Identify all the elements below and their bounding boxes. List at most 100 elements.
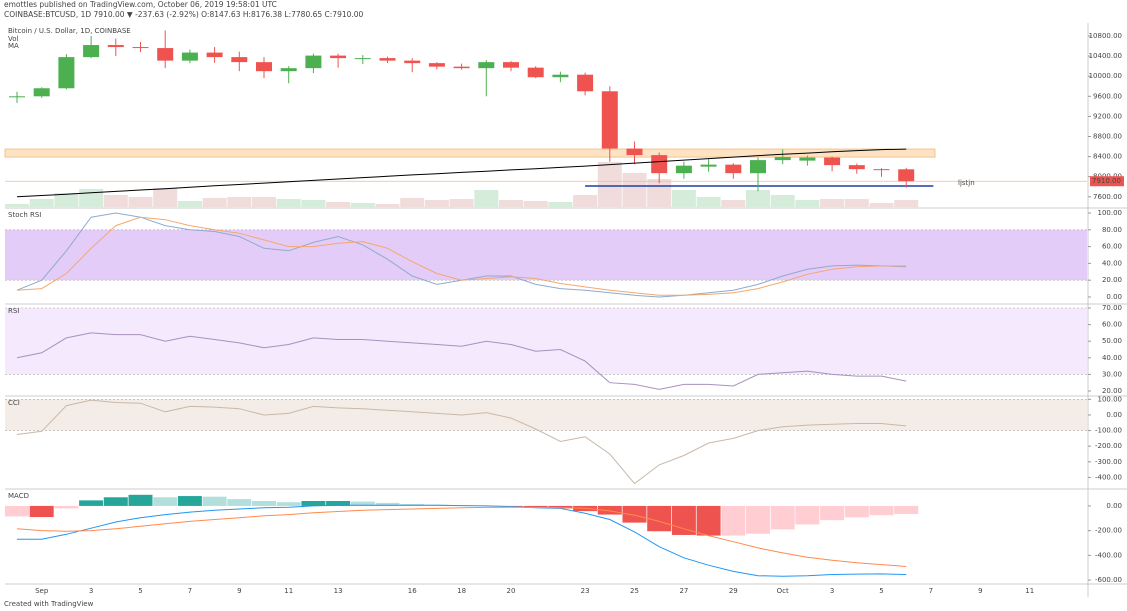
last-price-label: 7910.00 <box>1092 177 1121 185</box>
histogram-bar <box>202 496 227 506</box>
histogram-bar <box>746 505 770 534</box>
x-tick-label: 23 <box>581 587 590 595</box>
candle-body <box>181 52 198 61</box>
histogram-bar <box>647 505 672 532</box>
candle-body <box>577 74 594 92</box>
publisher: emottles published on TradingView.com, O… <box>4 0 277 9</box>
y-tick-label: -400.00 <box>1095 551 1122 559</box>
candle-body <box>601 91 618 149</box>
candle-body <box>231 57 248 63</box>
histogram-bar <box>671 505 696 535</box>
volume-bar <box>153 188 178 207</box>
histogram-bar <box>252 500 276 506</box>
histogram-bar <box>696 505 721 536</box>
y-tick-label: 0.00 <box>1106 502 1122 510</box>
candle-body <box>107 45 124 48</box>
volume-bar <box>597 162 622 207</box>
volume-bar <box>350 203 375 207</box>
volume-bar <box>29 199 54 207</box>
panel-title: RSI <box>8 307 19 315</box>
histogram-bar <box>894 505 919 514</box>
band <box>5 229 1087 281</box>
histogram-bar <box>721 505 746 536</box>
candle-body <box>824 157 841 166</box>
volume-bar <box>820 199 845 207</box>
y-tick-label: 0.00 <box>1106 411 1122 419</box>
band <box>5 307 1087 375</box>
volume-bar <box>647 179 672 207</box>
x-tick-label: 9 <box>978 587 982 595</box>
candle-body <box>453 66 470 69</box>
candle-body <box>428 63 445 67</box>
band <box>5 399 1087 431</box>
volume-bar <box>424 200 449 207</box>
candle-body <box>873 169 890 171</box>
histogram-bar <box>622 505 647 523</box>
volume-bar <box>5 204 29 207</box>
histogram-bar <box>523 505 548 508</box>
volume-bar <box>252 197 276 207</box>
volume-bar <box>622 173 647 207</box>
candle-body <box>700 164 717 167</box>
panel-title: Bitcoin / U.S. Dollar, 1D, COINBASE <box>8 27 131 35</box>
x-tick-label: 7 <box>929 587 933 595</box>
volume-bar <box>326 202 351 207</box>
x-tick-label: 29 <box>729 587 738 595</box>
candle-body <box>256 62 272 72</box>
y-tick-label: 60.00 <box>1102 243 1122 251</box>
histogram-bar <box>276 502 301 506</box>
x-tick-label: 11 <box>1025 587 1034 595</box>
y-tick-label: 0.00 <box>1106 293 1122 301</box>
candle-body <box>478 62 495 69</box>
indicator-line <box>16 332 907 390</box>
y-tick-label: 10800.00 <box>1089 32 1122 40</box>
x-tick-label: 16 <box>408 587 417 595</box>
x-tick-label: 9 <box>237 587 241 595</box>
candle-body <box>330 55 347 59</box>
volume-bar <box>474 190 499 207</box>
y-tick-label: 9600.00 <box>1093 92 1122 100</box>
candle-body <box>503 62 519 68</box>
y-tick-label: -100.00 <box>1095 427 1122 435</box>
candle-body <box>799 157 816 161</box>
histogram-bar <box>5 505 29 517</box>
histogram-bar <box>128 494 153 506</box>
y-tick-label: 40.00 <box>1102 259 1122 267</box>
candle-body <box>527 67 544 78</box>
annotation: ljstjn <box>958 179 975 187</box>
y-tick-label: 70.00 <box>1102 304 1122 312</box>
histogram-bar <box>103 497 128 506</box>
volume-bar <box>696 197 721 207</box>
volume-bar <box>103 195 128 207</box>
candle-body <box>33 88 50 97</box>
indicator-line <box>16 506 907 567</box>
volume-bar <box>276 199 301 207</box>
indicator-line <box>16 216 907 296</box>
volume-bar <box>375 204 400 207</box>
indicator-line <box>17 504 907 577</box>
candle-body <box>626 148 643 156</box>
histogram-bar <box>795 505 820 525</box>
legend-entry: Vol <box>8 35 19 43</box>
x-tick-label: 18 <box>457 587 466 595</box>
x-tick-label: Sep <box>35 587 49 595</box>
volume-bar <box>499 200 523 207</box>
volume-bar <box>894 200 919 207</box>
volume-bar <box>746 190 770 207</box>
candle-body <box>675 165 692 174</box>
histogram-bar <box>79 500 104 506</box>
candle-body <box>280 68 297 72</box>
panel-title: CCI <box>8 399 20 407</box>
y-tick-label: 100.00 <box>1098 209 1123 217</box>
x-tick-label: 3 <box>830 587 834 595</box>
volume-bar <box>795 200 820 207</box>
candle-body <box>9 96 25 98</box>
histogram-bar <box>597 505 622 515</box>
x-tick-label: 5 <box>138 587 142 595</box>
x-tick-label: 7 <box>188 587 192 595</box>
histogram-bar <box>548 505 573 509</box>
y-tick-label: -200.00 <box>1095 527 1122 535</box>
candle-body <box>83 45 100 58</box>
x-tick-label: 27 <box>679 587 688 595</box>
